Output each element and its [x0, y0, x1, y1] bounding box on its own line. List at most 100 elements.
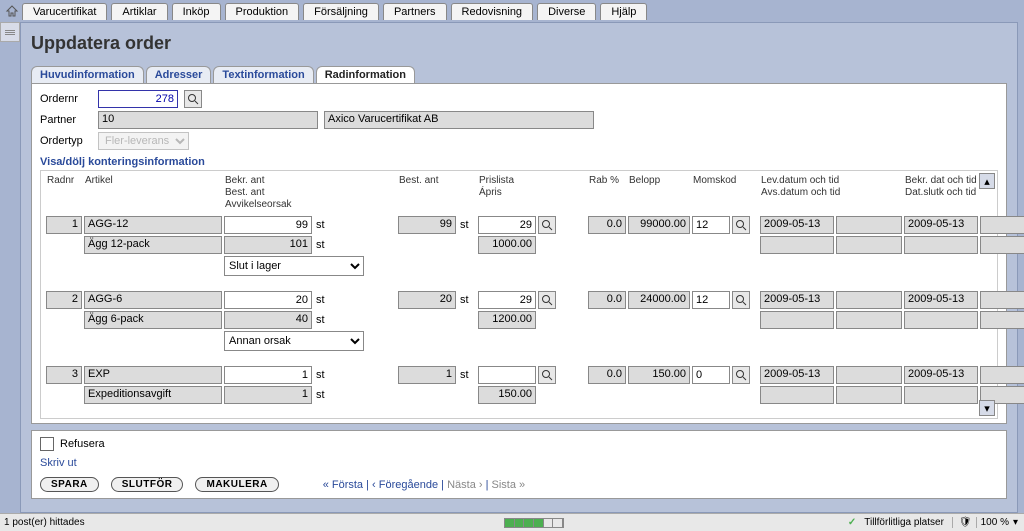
best-cell: 101 — [224, 236, 312, 254]
radnr-cell: 1 — [46, 216, 82, 234]
partner-code: 10 — [98, 111, 318, 129]
scroll-up-icon[interactable]: ▴ — [979, 173, 995, 189]
artikel-desc: Expeditionsavgift — [84, 386, 222, 404]
tab-textinformation[interactable]: Textinformation — [213, 66, 313, 83]
menu-forsaljning[interactable]: Försäljning — [303, 3, 379, 20]
lev-tid-cell — [836, 216, 902, 234]
order-line: 2AGG-6st20st0.024000.002009-05-132009-05… — [45, 288, 993, 363]
unit-label: st — [314, 314, 332, 326]
artikel-desc: Ägg 6-pack — [84, 311, 222, 329]
momskod-input[interactable] — [692, 366, 730, 384]
makulera-button[interactable]: MAKULERA — [195, 477, 278, 492]
pris-input[interactable] — [478, 366, 536, 384]
avs-tid-cell — [836, 236, 902, 254]
pris-input[interactable] — [478, 216, 536, 234]
partner-name: Axico Varucertifikat AB — [324, 111, 594, 129]
pris-lookup-icon[interactable] — [538, 366, 556, 384]
ordernr-input[interactable] — [98, 90, 178, 108]
partner-label: Partner — [40, 114, 92, 126]
menu-diverse[interactable]: Diverse — [537, 3, 596, 20]
rab-cell: 0.0 — [588, 291, 626, 309]
best-cell: 40 — [224, 311, 312, 329]
avs-tid-cell — [836, 386, 902, 404]
radnr-cell: 2 — [46, 291, 82, 309]
momskod-lookup-icon[interactable] — [732, 291, 750, 309]
rab-cell: 0.0 — [588, 366, 626, 384]
bekr-datum-cell: 2009-05-13 — [904, 366, 978, 384]
nav-prev[interactable]: ‹ Föregående — [372, 479, 438, 491]
avvikelse-select[interactable]: Slut i lager — [224, 256, 364, 276]
artikel-code: AGG-6 — [84, 291, 222, 309]
menu-varucertifikat[interactable]: Varucertifikat — [22, 3, 107, 20]
bekr-ant-input[interactable] — [224, 291, 312, 309]
best-cell: 1 — [224, 386, 312, 404]
artikel-code: AGG-12 — [84, 216, 222, 234]
menu-redovisning[interactable]: Redovisning — [451, 3, 534, 20]
slutk-datum-cell — [904, 236, 978, 254]
momskod-lookup-icon[interactable] — [732, 366, 750, 384]
momskod-input[interactable] — [692, 216, 730, 234]
bekr-ant-input[interactable] — [224, 366, 312, 384]
spara-button[interactable]: SPARA — [40, 477, 99, 492]
slutk-datum-cell — [904, 386, 978, 404]
trusted-label: Tillförlitliga platser — [864, 517, 944, 528]
ordertyp-select: Fler-leverans — [98, 132, 189, 150]
menu-artiklar[interactable]: Artiklar — [111, 3, 167, 20]
avvikelse-select[interactable]: Annan orsak — [224, 331, 364, 351]
scroll-down-icon[interactable]: ▾ — [979, 400, 995, 416]
lev-datum-cell: 2009-05-13 — [760, 291, 834, 309]
panel-collapse-handle[interactable] — [0, 22, 20, 42]
momskod-input[interactable] — [692, 291, 730, 309]
hdr-momskod: Momskod — [691, 175, 731, 211]
pris-lookup-icon[interactable] — [538, 216, 556, 234]
order-line: 3EXPst1st0.0150.002009-05-132009-05-13Ex… — [45, 363, 993, 416]
refusera-checkbox[interactable] — [40, 437, 54, 451]
artikel-desc: Ägg 12-pack — [84, 236, 222, 254]
skriv-ut-link[interactable]: Skriv ut — [40, 457, 77, 469]
ordernr-lookup-icon[interactable] — [184, 90, 202, 108]
slutfor-button[interactable]: SLUTFÖR — [111, 477, 184, 492]
nav-first[interactable]: « Första — [323, 479, 363, 491]
hdr-bekr: Bekr. ant Best. ant Avvikelseorsak — [223, 175, 313, 211]
bekr-datum-cell: 2009-05-13 — [904, 216, 978, 234]
security-icon[interactable]: 🛡 — [959, 517, 972, 528]
pris-input[interactable] — [478, 291, 536, 309]
unit-label: st — [314, 389, 332, 401]
menubar: Varucertifikat Artiklar Inköp Produktion… — [0, 0, 1024, 22]
menu-partners[interactable]: Partners — [383, 3, 447, 20]
rab-cell: 0.0 — [588, 216, 626, 234]
grid: ▴ ▾ Radnr Artikel Bekr. ant Best. ant Av… — [40, 170, 998, 419]
belopp-cell: 99000.00 — [628, 216, 690, 234]
best-ant-cell: 1 — [398, 366, 456, 384]
ordernr-label: Ordernr — [40, 93, 92, 105]
lev-tid-cell — [836, 366, 902, 384]
order-line: 1AGG-12st99st0.099000.002009-05-132009-0… — [45, 213, 993, 288]
statusbar: 1 post(er) hittades ✓ Tillförlitliga pla… — [0, 513, 1024, 531]
belopp-cell: 150.00 — [628, 366, 690, 384]
slutk-tid-cell — [980, 311, 1024, 329]
tab-adresser[interactable]: Adresser — [146, 66, 212, 83]
tab-radinformation[interactable]: Radinformation — [316, 66, 415, 83]
avs-tid-cell — [836, 311, 902, 329]
tab-huvudinformation[interactable]: Huvudinformation — [31, 66, 144, 83]
zoom-dropdown-icon[interactable]: ▾ — [1013, 517, 1018, 528]
nav-last: Sista » — [492, 479, 526, 491]
content-box: Ordernr Partner 10 Axico Varucertifikat … — [31, 83, 1007, 424]
bekr-tid-cell — [980, 366, 1024, 384]
hdr-belopp: Belopp — [627, 175, 691, 211]
refusera-label: Refusera — [60, 438, 105, 450]
lev-datum-cell: 2009-05-13 — [760, 216, 834, 234]
pris-lookup-icon[interactable] — [538, 291, 556, 309]
bekr-ant-input[interactable] — [224, 216, 312, 234]
avs-datum-cell — [760, 386, 834, 404]
toggle-kontering-link[interactable]: Visa/dölj konteringsinformation — [40, 156, 998, 168]
menu-hjalp[interactable]: Hjälp — [600, 3, 647, 20]
unit-label: st — [458, 219, 476, 231]
momskod-lookup-icon[interactable] — [732, 216, 750, 234]
menu-produktion[interactable]: Produktion — [225, 3, 300, 20]
trusted-icon: ✓ — [848, 517, 856, 528]
home-icon[interactable] — [4, 3, 20, 19]
bottom-box: Refusera Skriv ut SPARA SLUTFÖR MAKULERA… — [31, 430, 1007, 499]
artikel-code: EXP — [84, 366, 222, 384]
menu-inkop[interactable]: Inköp — [172, 3, 221, 20]
